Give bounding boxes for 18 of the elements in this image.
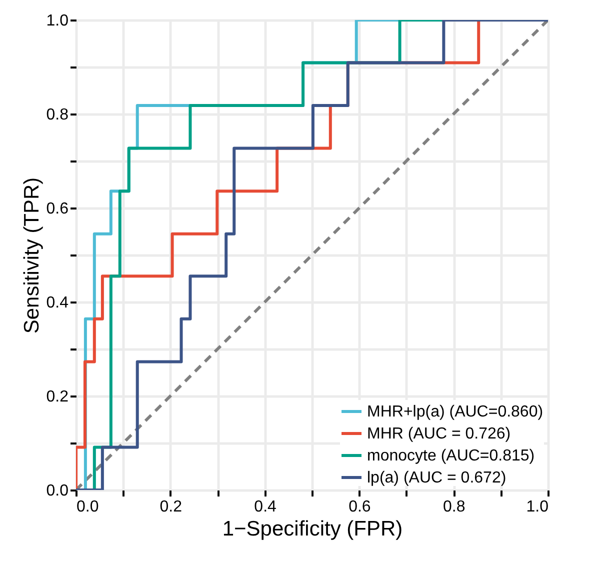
y-tick-label: 0.6	[46, 200, 69, 218]
y-tick-label: 1.0	[46, 12, 69, 30]
x-tick-label: 0.0	[76, 498, 99, 516]
y-tick-label: 0.2	[46, 388, 69, 406]
x-tick-label: 0.2	[160, 498, 182, 516]
y-axis-title: Sensitivity (TPR)	[20, 177, 44, 334]
legend-label: MHR (AUC = 0.726)	[367, 426, 511, 442]
x-tick-label: 1.0	[526, 498, 549, 516]
x-tick-label: 0.4	[254, 498, 277, 516]
legend-label: lp(a) (AUC = 0.672)	[367, 470, 506, 486]
x-tick-label: 0.8	[442, 498, 466, 516]
legend-label: MHR+lp(a) (AUC=0.860)	[367, 404, 544, 420]
y-tick-label: 0.0	[46, 482, 69, 500]
x-axis-title: 1−Specificity (FPR)	[222, 518, 403, 540]
x-tick-label: 0.6	[348, 498, 371, 516]
y-tick-label: 0.8	[46, 106, 69, 124]
legend-label: monocyte (AUC=0.815)	[367, 448, 535, 464]
y-tick-label: 0.4	[46, 294, 69, 312]
